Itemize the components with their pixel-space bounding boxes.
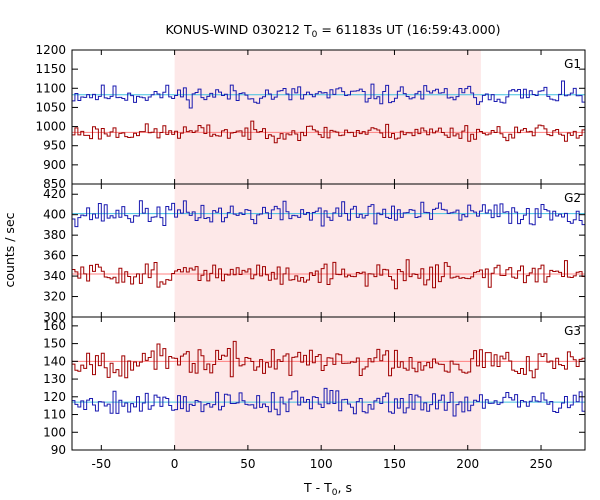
y-tick-label: 340 [43, 269, 66, 283]
x-tick-label: 100 [310, 457, 333, 471]
shaded-interval-g1 [174, 50, 481, 184]
y-tick-label: 320 [43, 290, 66, 304]
y-tick-label: 950 [43, 139, 66, 153]
y-tick-label: 120 [43, 390, 66, 404]
y-tick-label: 1150 [35, 62, 66, 76]
y-tick-label: 1100 [35, 81, 66, 95]
lightcurve-g2-upper [72, 200, 585, 228]
panel-frame-g3 [71, 316, 586, 451]
y-tick-label: 1000 [35, 120, 66, 134]
y-tick-label: 380 [43, 228, 66, 242]
shaded-interval-g2 [174, 184, 481, 317]
lightcurve-g1-lower [72, 120, 585, 144]
x-axis-label: T - T0, s [303, 480, 352, 498]
panel-label: G2 [564, 191, 581, 205]
y-tick-label: 400 [43, 208, 66, 222]
y-tick-label: 300 [43, 310, 66, 324]
y-tick-label: 900 [43, 158, 66, 172]
y-tick-label: 850 [43, 177, 66, 191]
x-tick-label: 200 [456, 457, 479, 471]
panel-label: G1 [564, 57, 581, 71]
x-tick-label: -50 [92, 457, 112, 471]
y-tick-label: 90 [51, 443, 66, 457]
lightcurve-g2-lower [72, 259, 585, 290]
panels-group: 85090095010001050110011501200G1300320340… [35, 43, 586, 471]
y-tick-label: 140 [43, 354, 66, 368]
shaded-interval-g3 [174, 317, 481, 450]
x-tick-label: 0 [171, 457, 179, 471]
y-tick-label: 110 [43, 408, 66, 422]
y-tick-label: 1050 [35, 100, 66, 114]
lightcurve-g3-lower [72, 340, 585, 379]
x-tick-label: 150 [383, 457, 406, 471]
lightcurve-g3-upper [72, 387, 585, 417]
y-tick-label: 160 [43, 319, 66, 333]
y-tick-label: 100 [43, 425, 66, 439]
y-tick-label: 130 [43, 372, 66, 386]
x-tick-label: 50 [240, 457, 255, 471]
y-tick-label: 420 [43, 187, 66, 201]
y-tick-label: 1200 [35, 43, 66, 57]
lightcurve-g1-upper [72, 80, 585, 109]
y-axis-label: counts / sec [2, 212, 17, 287]
y-tick-label: 360 [43, 249, 66, 263]
y-tick-label: 150 [43, 337, 66, 351]
chart-title: KONUS-WIND 030212 T0 = 61183s UT (16:59:… [165, 22, 500, 40]
x-tick-label: 250 [530, 457, 553, 471]
panel-label: G3 [564, 324, 581, 338]
